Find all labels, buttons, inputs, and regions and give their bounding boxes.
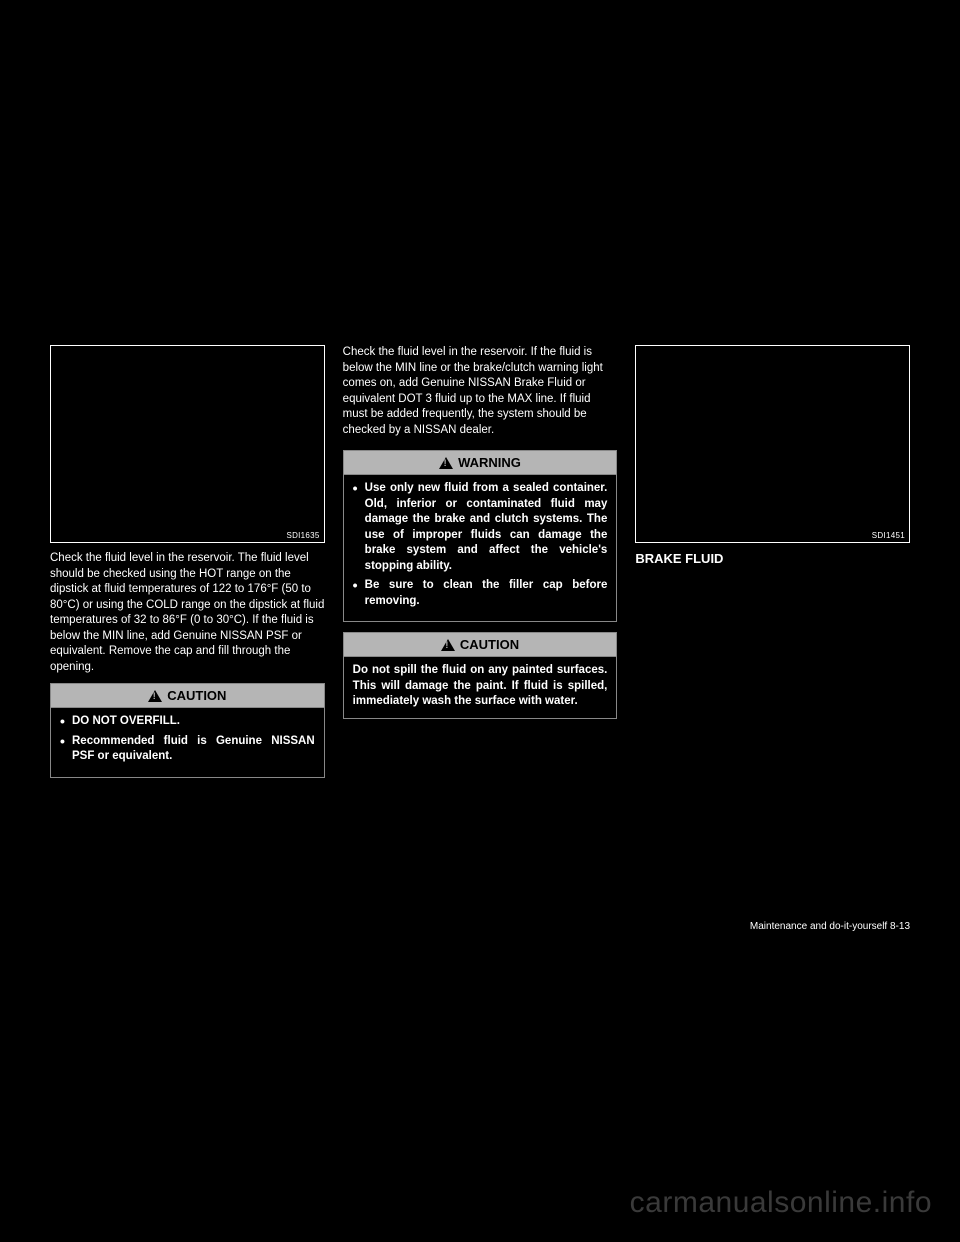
- figure-id-right: SDI1451: [872, 531, 905, 540]
- warning-triangle-icon: [439, 457, 453, 469]
- footer-text: Maintenance and do-it-yourself 8-13: [750, 921, 910, 932]
- warning-box: WARNING Use only new fluid from a sealed…: [343, 450, 618, 622]
- caution-item: Recommended fluid is Genuine NISSAN PSF …: [60, 734, 315, 765]
- warning-label: WARNING: [458, 455, 521, 470]
- caution-header-left: CAUTION: [51, 684, 324, 708]
- section-heading-brake-fluid: BRAKE FLUID: [635, 551, 910, 566]
- warning-item: Be sure to clean the filler cap before r…: [353, 578, 608, 609]
- middle-body-text: Check the fluid level in the reservoir. …: [343, 345, 618, 438]
- warning-item: Use only new fluid from a sealed contain…: [353, 481, 608, 574]
- figure-id-left: SDI1635: [286, 531, 319, 540]
- warning-triangle-icon: [148, 690, 162, 702]
- caution-box-left: CAUTION DO NOT OVERFILL. Recommended flu…: [50, 683, 325, 778]
- caution-header-middle: CAUTION: [344, 633, 617, 657]
- caution-body-left: DO NOT OVERFILL. Recommended fluid is Ge…: [51, 708, 324, 777]
- caution-body-middle: Do not spill the fluid on any painted su…: [344, 657, 617, 718]
- caution-item: DO NOT OVERFILL.: [60, 714, 315, 730]
- manual-page: SDI1635 Check the fluid level in the res…: [50, 345, 910, 788]
- watermark: carmanualsonline.info: [630, 1186, 932, 1220]
- left-body-text: Check the fluid level in the reservoir. …: [50, 551, 325, 675]
- middle-column: Check the fluid level in the reservoir. …: [343, 345, 618, 788]
- right-column: SDI1451 BRAKE FLUID: [635, 345, 910, 788]
- page-footer: Maintenance and do-it-yourself 8-13: [50, 921, 910, 932]
- left-column: SDI1635 Check the fluid level in the res…: [50, 345, 325, 788]
- caution-label: CAUTION: [167, 688, 226, 703]
- warning-triangle-icon: [441, 639, 455, 651]
- figure-box-right: SDI1451: [635, 345, 910, 543]
- warning-header: WARNING: [344, 451, 617, 475]
- warning-body: Use only new fluid from a sealed contain…: [344, 475, 617, 621]
- caution-label: CAUTION: [460, 637, 519, 652]
- figure-box-left: SDI1635: [50, 345, 325, 543]
- caution-box-middle: CAUTION Do not spill the fluid on any pa…: [343, 632, 618, 719]
